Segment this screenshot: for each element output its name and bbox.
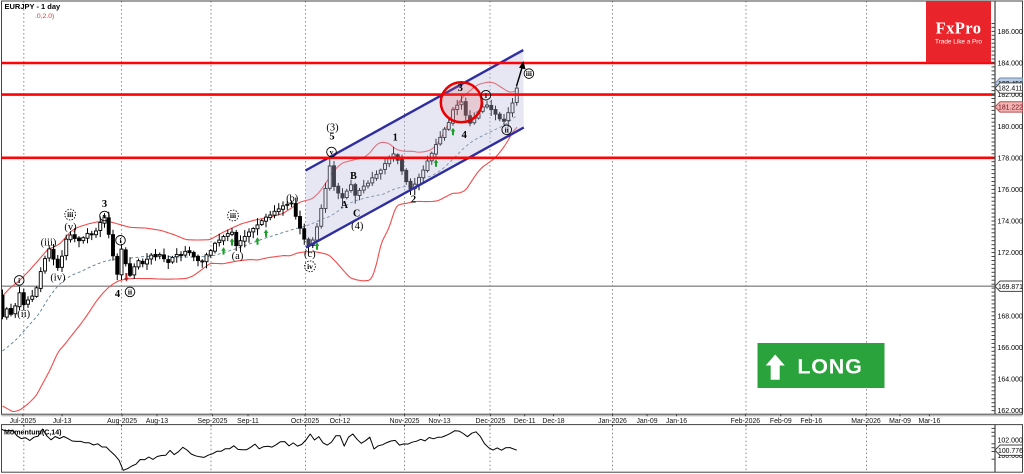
svg-text:i: i: [119, 236, 121, 245]
svg-text:i: i: [18, 276, 20, 285]
svg-text:Jul-13: Jul-13: [53, 418, 72, 425]
svg-text:172.000: 172.000: [998, 250, 1023, 257]
svg-text:iii: iii: [526, 69, 532, 78]
svg-text:(3): (3): [326, 122, 339, 133]
svg-text:(c): (c): [304, 249, 316, 260]
svg-text:(iii): (iii): [41, 238, 57, 249]
svg-text:100.000: 100.000: [998, 453, 1023, 460]
svg-text:2: 2: [411, 194, 416, 205]
svg-text:102.000: 102.000: [998, 438, 1023, 445]
svg-text:182.000: 182.000: [998, 92, 1023, 99]
svg-text:184.000: 184.000: [998, 61, 1023, 68]
svg-text:5: 5: [329, 131, 334, 142]
svg-text:ii: ii: [128, 288, 132, 297]
svg-text:186.000: 186.000: [998, 29, 1023, 36]
svg-text:iii: iii: [230, 211, 236, 220]
svg-text:174.000: 174.000: [998, 219, 1023, 226]
svg-text:Mar-2026: Mar-2026: [851, 418, 881, 425]
svg-text:168.000: 168.000: [998, 313, 1023, 320]
svg-text:Jan-2026: Jan-2026: [598, 418, 627, 425]
svg-text:180.000: 180.000: [998, 124, 1023, 131]
svg-text:176.000: 176.000: [998, 187, 1023, 194]
svg-text:Aug-13: Aug-13: [146, 418, 168, 425]
svg-text:Nov-2025: Nov-2025: [390, 418, 420, 425]
svg-text:Aug-2025: Aug-2025: [107, 418, 137, 425]
svg-text:v: v: [330, 148, 334, 157]
svg-text:4: 4: [115, 289, 121, 300]
svg-text:iv: iv: [307, 262, 313, 271]
svg-text:100.776: 100.776: [998, 448, 1023, 455]
svg-text:Dec-11: Dec-11: [514, 418, 536, 425]
svg-text:182.411: 182.411: [998, 86, 1023, 93]
svg-text:Oct-12: Oct-12: [330, 418, 351, 425]
svg-text:166.000: 166.000: [998, 345, 1023, 352]
svg-text:178.000: 178.000: [998, 155, 1023, 162]
svg-text:Mar-09: Mar-09: [889, 418, 911, 425]
svg-text:Mar-16: Mar-16: [918, 418, 940, 425]
svg-text:A: A: [341, 200, 349, 211]
svg-text:3: 3: [458, 83, 463, 94]
svg-text:(a): (a): [232, 251, 244, 262]
svg-text:EURJPY - 1 day: EURJPY - 1 day: [5, 2, 62, 11]
svg-text:Jan-09: Jan-09: [636, 418, 657, 425]
svg-text:Trade Like a Pro: Trade Like a Pro: [935, 39, 982, 46]
svg-text:Jan-16: Jan-16: [666, 418, 687, 425]
svg-text:.0,2.0): .0,2.0): [35, 13, 54, 20]
svg-text:Sep-11: Sep-11: [237, 418, 259, 425]
svg-text:C: C: [353, 209, 360, 220]
svg-text:Nov-13: Nov-13: [428, 418, 450, 425]
svg-text:LONG: LONG: [797, 355, 862, 379]
svg-text:(iv): (iv): [50, 273, 66, 284]
svg-text:1: 1: [393, 133, 398, 144]
svg-text:(b): (b): [286, 193, 299, 204]
svg-text:B: B: [350, 171, 357, 182]
svg-text:4: 4: [462, 130, 468, 141]
svg-text:Feb-2026: Feb-2026: [731, 418, 761, 425]
svg-text:ii: ii: [505, 125, 509, 134]
svg-text:Feb-09: Feb-09: [770, 418, 792, 425]
svg-text:169.871: 169.871: [998, 284, 1023, 291]
svg-text:Jul-2025: Jul-2025: [10, 418, 37, 425]
svg-text:i: i: [485, 91, 487, 100]
svg-text:Dec-18: Dec-18: [542, 418, 564, 425]
svg-text:Feb-16: Feb-16: [800, 418, 822, 425]
svg-text:Sep-2025: Sep-2025: [198, 418, 228, 425]
svg-text:(4): (4): [351, 221, 364, 232]
svg-text:Momentum(C,14): Momentum(C,14): [4, 429, 62, 437]
svg-text:(ii): (ii): [17, 309, 30, 320]
svg-text:3: 3: [102, 199, 107, 210]
svg-text:164.000: 164.000: [998, 377, 1023, 384]
svg-text:162.000: 162.000: [998, 408, 1023, 415]
svg-text:(v): (v): [64, 222, 77, 233]
svg-text:iii: iii: [67, 210, 73, 219]
svg-text:Oct-2025: Oct-2025: [291, 418, 320, 425]
svg-text:v: v: [103, 212, 107, 221]
svg-text:Dec-2025: Dec-2025: [476, 418, 506, 425]
svg-text:181.222: 181.222: [998, 105, 1023, 112]
svg-text:FxPro: FxPro: [936, 19, 982, 38]
